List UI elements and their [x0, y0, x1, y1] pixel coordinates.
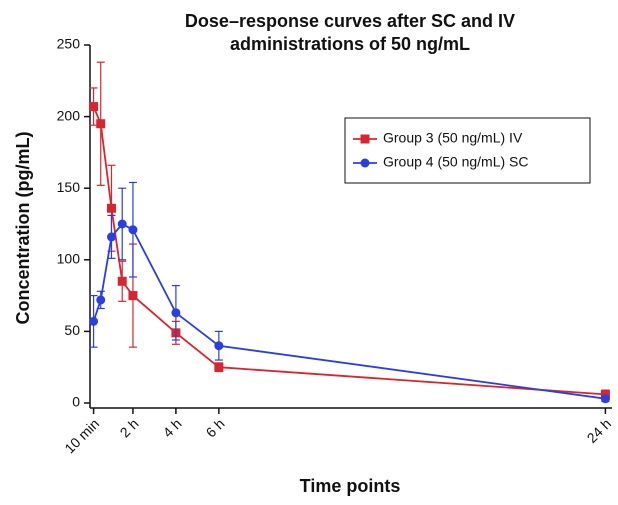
data-point	[117, 219, 127, 229]
data-point	[214, 341, 224, 351]
chart-title: Dose–response curves after SC and IV	[185, 11, 515, 31]
series-line	[92, 222, 606, 400]
y-tick-label: 200	[57, 107, 81, 123]
data-point	[89, 316, 99, 326]
y-tick-label: 100	[57, 251, 81, 267]
y-tick-label: 250	[57, 36, 81, 52]
data-point	[96, 295, 106, 305]
x-tick-label: 10 min	[61, 415, 102, 456]
y-tick-label: 0	[72, 394, 80, 410]
data-point	[106, 232, 116, 242]
data-point	[89, 102, 99, 112]
data-point	[96, 119, 106, 129]
legend-box	[344, 117, 591, 184]
legend-label: Group 4 (50 ng/mL) SC	[383, 154, 529, 170]
x-tick-label: 4 h	[160, 415, 185, 440]
legend-marker	[360, 134, 370, 144]
y-tick-label: 50	[64, 322, 80, 338]
data-point	[171, 308, 181, 318]
chart-title: administrations of 50 ng/mL	[230, 34, 470, 54]
series-line	[92, 106, 606, 396]
data-point	[106, 203, 116, 213]
legend-label: Group 3 (50 ng/mL) IV	[383, 130, 523, 146]
data-point	[128, 291, 138, 301]
x-tick-label: 24 h	[584, 415, 615, 446]
x-tick-label: 6 h	[203, 415, 228, 440]
legend-marker	[360, 158, 370, 168]
y-tick-label: 150	[57, 179, 81, 195]
y-axis-label: Concentration (pg/mL)	[13, 132, 33, 325]
data-point	[117, 276, 127, 286]
x-tick-label: 2 h	[117, 415, 142, 440]
data-point	[600, 394, 610, 404]
data-point	[214, 362, 224, 372]
data-point	[128, 225, 138, 235]
x-axis-label: Time points	[300, 476, 401, 496]
